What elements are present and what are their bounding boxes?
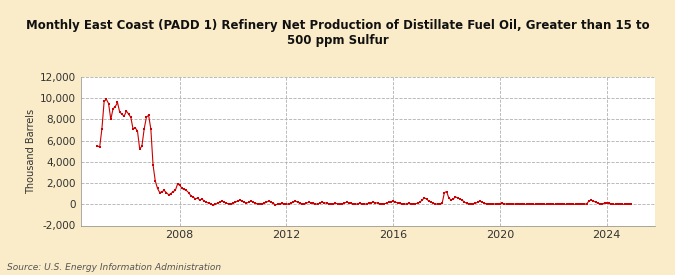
Text: Monthly East Coast (PADD 1) Refinery Net Production of Distillate Fuel Oil, Grea: Monthly East Coast (PADD 1) Refinery Net… [26, 19, 649, 47]
Y-axis label: Thousand Barrels: Thousand Barrels [26, 109, 36, 194]
Text: Source: U.S. Energy Information Administration: Source: U.S. Energy Information Administ… [7, 263, 221, 272]
